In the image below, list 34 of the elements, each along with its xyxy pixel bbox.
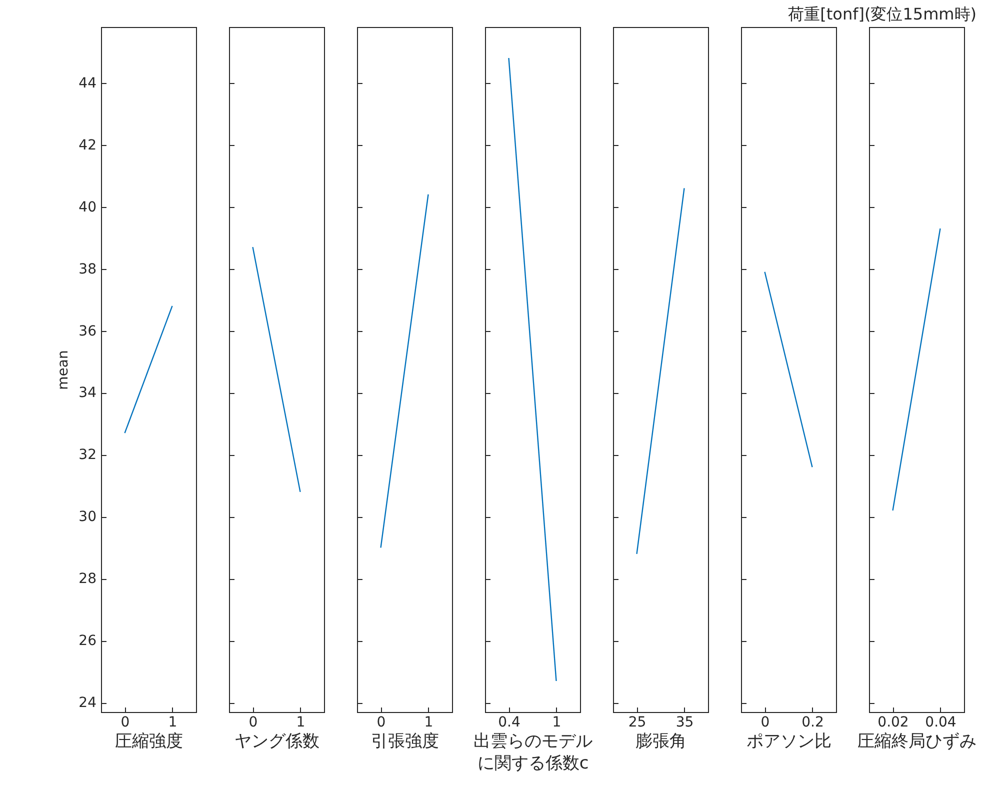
- y-tick-label: 26: [78, 633, 97, 650]
- x-axis-title: 膨張角: [636, 732, 686, 752]
- y-tick-label: 24: [78, 695, 97, 712]
- x-tick-label: 0.4: [498, 714, 520, 730]
- y-tick-label: 32: [78, 447, 96, 464]
- x-tick-label: 1: [296, 714, 306, 730]
- y-tick-label: 38: [78, 261, 96, 278]
- y-tick-label: 40: [78, 199, 96, 216]
- x-tick-label: 35: [676, 714, 694, 730]
- y-tick-label: 30: [78, 509, 96, 526]
- y-tick-label: 36: [78, 323, 97, 340]
- x-tick-label: 0.2: [802, 714, 824, 730]
- y-tick-label: 44: [78, 75, 97, 92]
- x-tick-label: 0: [376, 714, 386, 730]
- y-axis-title: mean: [56, 350, 72, 390]
- x-tick-label: 0: [248, 714, 258, 730]
- x-tick-label: 0.02: [878, 714, 909, 730]
- x-tick-label: 25: [628, 714, 646, 730]
- y-tick-label: 42: [78, 137, 96, 154]
- x-axis-title: 圧縮強度: [115, 732, 183, 752]
- x-tick-label: 1: [552, 714, 562, 730]
- x-tick-label: 0.04: [925, 714, 956, 730]
- x-tick-label: 1: [168, 714, 178, 730]
- x-tick-label: 0: [120, 714, 130, 730]
- x-axis-title: 出雲らのモデルに関する係数c: [474, 732, 592, 774]
- y-tick-label: 28: [78, 571, 96, 588]
- x-tick-label: 1: [424, 714, 434, 730]
- y-tick-label: 34: [78, 385, 97, 402]
- x-axis-title: ヤング係数: [234, 732, 320, 752]
- x-tick-label: 0: [760, 714, 770, 730]
- x-axis-title: ポアソン比: [746, 732, 832, 752]
- chart-title: 荷重[tonf](変位15mm時): [788, 4, 976, 24]
- x-axis-title: 圧縮終局ひずみ: [858, 732, 976, 752]
- x-axis-title: 引張強度: [371, 732, 439, 752]
